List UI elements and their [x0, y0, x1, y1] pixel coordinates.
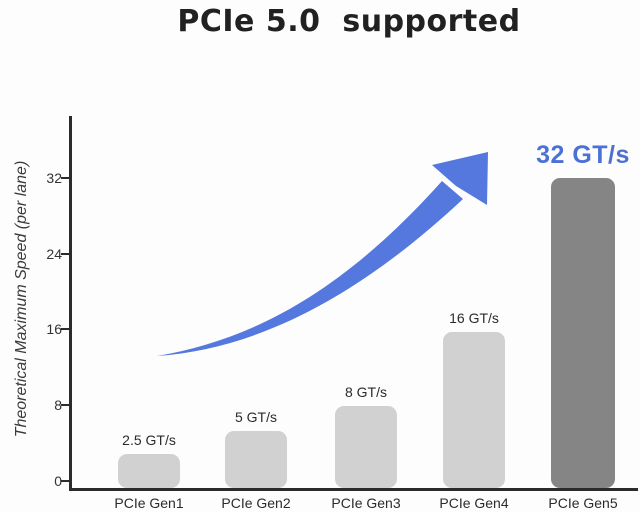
category-label-gen4: PCIe Gen4	[439, 495, 509, 511]
y-tick-label: 0	[54, 473, 62, 489]
bar-pcie-gen4	[443, 332, 505, 488]
category-label-gen1: PCIe Gen1	[114, 495, 184, 511]
y-tick-mark	[61, 480, 70, 482]
y-tick-mark	[61, 253, 70, 255]
y-tick-label: 8	[54, 397, 62, 413]
category-label-gen3: PCIe Gen3	[331, 495, 401, 511]
bar-value-label: 16 GT/s	[449, 310, 499, 326]
y-tick-mark	[61, 404, 70, 406]
y-axis-line	[69, 116, 72, 491]
category-label-gen2: PCIe Gen2	[221, 495, 291, 511]
y-tick-label: 24	[46, 246, 62, 262]
y-tick-mark	[61, 328, 70, 330]
y-tick-label: 32	[46, 170, 62, 186]
chart-title: PCIe 5.0 supported	[177, 4, 521, 39]
bar-pcie-gen3	[335, 406, 397, 488]
bar-pcie-gen5	[551, 178, 615, 488]
bar-value-label: 5 GT/s	[234, 409, 278, 425]
y-tick-label: 16	[46, 321, 62, 337]
bar-pcie-gen2	[225, 431, 287, 488]
bar-value-label: 2.5 GT/s	[122, 432, 176, 448]
bar-value-label-highlight: 32 GT/s	[536, 141, 630, 169]
bar-value-label: 8 GT/s	[344, 384, 388, 400]
x-axis-line	[69, 488, 638, 491]
y-tick-mark	[61, 177, 70, 179]
bar-pcie-gen1	[118, 454, 180, 488]
category-label-gen5: PCIe Gen5	[548, 495, 618, 511]
